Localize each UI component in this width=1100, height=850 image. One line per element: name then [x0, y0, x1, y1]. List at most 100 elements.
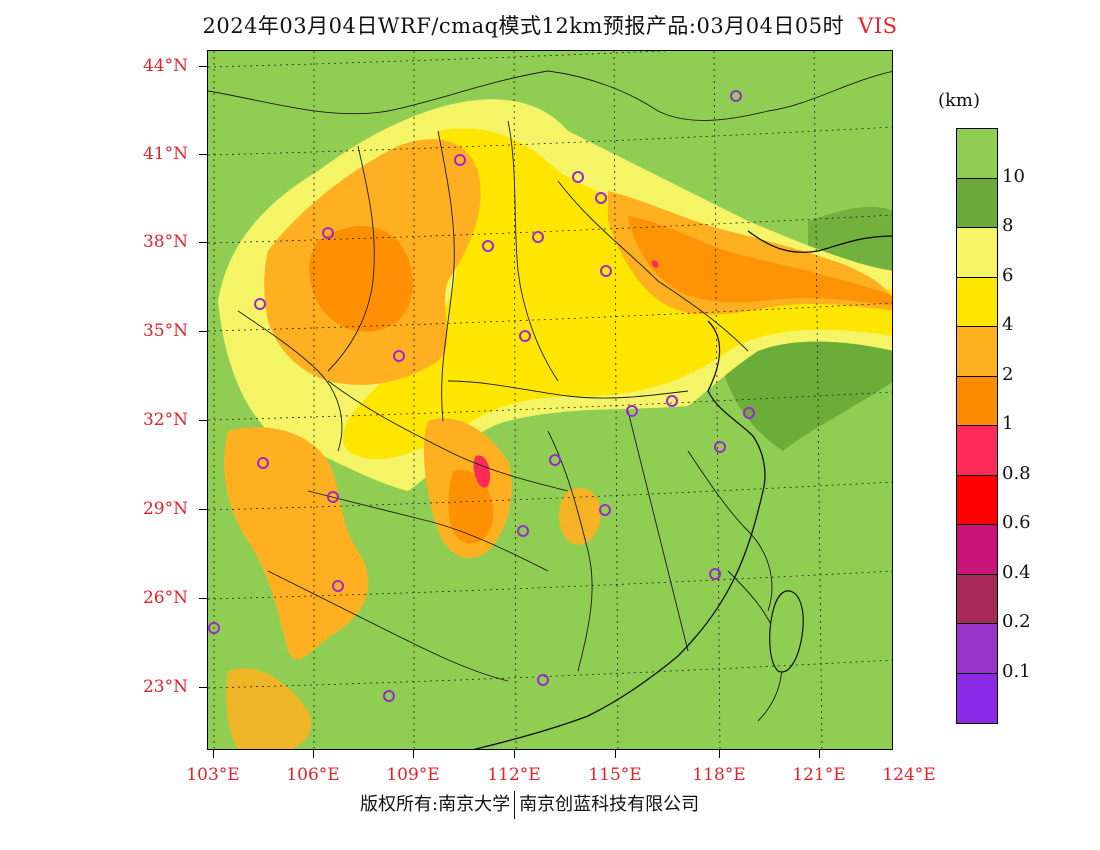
station-marker	[257, 457, 269, 469]
station-marker	[714, 441, 726, 453]
map-canvas	[208, 51, 892, 749]
station-marker	[743, 407, 755, 419]
lat-tick	[199, 420, 207, 421]
station-marker	[666, 395, 678, 407]
lon-label-103: 103°E	[186, 765, 240, 785]
station-marker	[454, 154, 466, 166]
light-orange-southwest	[224, 427, 369, 660]
station-marker	[626, 405, 638, 417]
station-marker	[572, 171, 584, 183]
legend-label: 0.8	[1002, 462, 1031, 484]
orange-west-core	[309, 226, 413, 332]
lat-label-38: 38°N	[142, 232, 188, 252]
lon-tick	[719, 750, 720, 758]
legend-label: 1	[1002, 413, 1014, 434]
footer-separator	[514, 791, 516, 819]
lat-label-26: 26°N	[142, 588, 188, 608]
station-marker	[482, 240, 494, 252]
station-marker	[709, 568, 721, 580]
legend-label: 10	[1002, 165, 1025, 187]
lat-label-35: 35°N	[142, 321, 188, 341]
legend-label: 0.1	[1002, 660, 1031, 682]
legend-swatch	[957, 525, 997, 575]
legend-swatch	[957, 277, 997, 327]
orange-central-core	[448, 470, 494, 544]
lon-tick	[313, 750, 314, 758]
lat-tick	[199, 509, 207, 510]
station-marker	[595, 192, 607, 204]
lon-label-109: 109°E	[386, 765, 440, 785]
lon-label-112: 112°E	[487, 765, 541, 785]
legend-label: 2	[1002, 363, 1014, 385]
station-marker	[208, 622, 220, 634]
station-marker	[327, 491, 339, 503]
legend-swatch	[957, 376, 997, 426]
lat-tick	[199, 687, 207, 688]
legend-swatch	[957, 574, 997, 624]
legend-swatch	[957, 129, 997, 179]
lon-label-115: 115°E	[588, 765, 642, 785]
legend-swatch	[957, 228, 997, 278]
lon-tick	[213, 750, 214, 758]
legend-label: 8	[1002, 215, 1014, 236]
yellow-zone	[342, 128, 892, 460]
lat-label-32: 32°N	[142, 410, 188, 430]
lon-label-106: 106°E	[286, 765, 340, 785]
lat-tick	[199, 598, 207, 599]
taiwan-island	[769, 590, 804, 673]
pink-hotspot-north	[651, 260, 659, 268]
station-marker	[383, 690, 395, 702]
lat-label-44: 44°N	[142, 56, 188, 76]
station-markers	[208, 90, 755, 702]
map-title: 2024年03月04日WRF/cmaq模式12km预报产品:03月04日05时 V…	[0, 10, 1100, 40]
lat-tick	[199, 242, 207, 243]
station-marker	[393, 350, 405, 362]
province-borders	[208, 70, 892, 722]
legend-swatch	[957, 673, 997, 723]
footer: 版权所有:南京大学 南京创蓝科技有限公司	[360, 790, 699, 819]
light-orange-south-patch	[559, 487, 601, 545]
legend-unit: (km)	[938, 90, 981, 111]
lon-tick	[819, 750, 820, 758]
station-marker	[549, 454, 561, 466]
station-marker	[537, 674, 549, 686]
legend-swatch	[957, 178, 997, 228]
forecast-map[interactable]	[207, 50, 893, 750]
legend-label: 0.4	[1002, 561, 1031, 583]
station-marker	[322, 227, 334, 239]
legend-label: 6	[1002, 264, 1014, 286]
legend-colorbar	[956, 128, 998, 724]
lon-tick	[514, 750, 515, 758]
lat-label-23: 23°N	[142, 677, 188, 697]
lon-tick	[615, 750, 616, 758]
station-marker	[730, 90, 742, 102]
lat-label-29: 29°N	[142, 499, 188, 519]
lon-label-124: 124°E	[882, 765, 936, 785]
variable-label: VIS	[858, 14, 898, 38]
legend-swatch	[957, 327, 997, 377]
lat-tick	[199, 154, 207, 155]
lat-label-41: 41°N	[142, 144, 188, 164]
footer-company: 南京创蓝科技有限公司	[519, 794, 700, 815]
legend-label: 0.2	[1002, 611, 1031, 632]
light-orange-south-coast	[226, 668, 312, 749]
footer-copyright: 版权所有:南京大学	[360, 794, 511, 815]
station-marker	[600, 265, 612, 277]
legend-swatch	[957, 475, 997, 525]
pink-hotspot-central	[473, 455, 490, 488]
lat-tick	[199, 66, 207, 67]
legend-label: 0.6	[1002, 512, 1031, 533]
station-marker	[332, 580, 344, 592]
title-text: 2024年03月04日WRF/cmaq模式12km预报产品:03月04日05时	[202, 14, 845, 38]
legend-label: 4	[1002, 314, 1014, 335]
station-marker	[532, 231, 544, 243]
lon-label-118: 118°E	[692, 765, 746, 785]
lat-tick	[199, 331, 207, 332]
coastline	[473, 230, 892, 749]
station-marker	[519, 330, 531, 342]
graticule	[208, 51, 892, 749]
station-marker	[599, 504, 611, 516]
legend-swatch	[957, 624, 997, 674]
legend-swatch	[957, 426, 997, 476]
station-marker	[517, 525, 529, 537]
